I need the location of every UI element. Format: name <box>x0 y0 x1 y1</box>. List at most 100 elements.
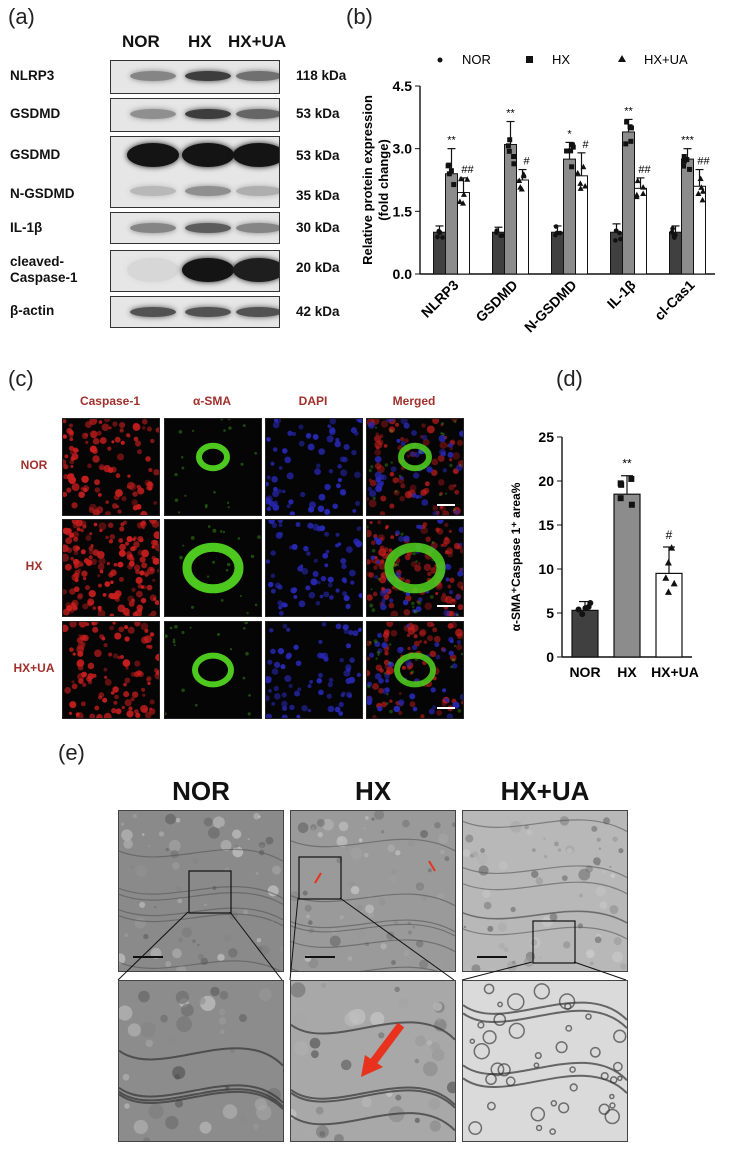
signal-dot <box>388 643 392 646</box>
signal-dot <box>68 476 77 485</box>
signal-dot <box>369 479 377 487</box>
texture-dot <box>172 1066 186 1080</box>
nucleus-dot <box>421 434 428 441</box>
signal-dot <box>220 598 224 602</box>
signal-dot <box>374 426 378 429</box>
kda-label: 30 kDa <box>296 220 340 235</box>
em-image-zoom <box>462 980 628 1142</box>
signal-dot <box>457 708 462 713</box>
nucleus-dot <box>274 693 281 700</box>
membrane-line <box>119 960 282 971</box>
signal-dot <box>379 434 384 439</box>
signal-dot <box>126 481 135 490</box>
signal-dot <box>398 691 402 695</box>
nucleus-dot <box>343 579 347 584</box>
data-point <box>670 579 678 587</box>
if-image-content <box>367 622 463 718</box>
signal-dot <box>92 455 100 463</box>
nucleus-dot <box>317 672 323 678</box>
signal-dot <box>457 604 463 611</box>
signal-dot <box>432 627 438 633</box>
significance-mark: ** <box>624 105 633 117</box>
signal-dot <box>117 561 124 568</box>
signal-dot <box>440 423 444 427</box>
nucleus-dot <box>298 440 305 447</box>
texture-dot <box>415 882 425 891</box>
signal-dot <box>404 491 413 499</box>
signal-dot <box>142 707 148 714</box>
nucleus-dot <box>384 588 390 593</box>
signal-dot <box>76 645 85 654</box>
signal-dot <box>379 575 387 584</box>
texture-dot <box>483 983 495 995</box>
significance-mark: # <box>666 528 673 542</box>
texture-dot <box>498 861 508 871</box>
nucleus-dot <box>273 685 279 692</box>
signal-dot <box>389 709 393 714</box>
signal-dot <box>432 505 438 511</box>
signal-dot <box>388 661 392 665</box>
data-point <box>446 162 452 168</box>
bar <box>492 231 505 275</box>
signal-dot <box>153 469 159 476</box>
signal-dot <box>379 511 386 515</box>
connector-line <box>573 961 627 981</box>
signal-dot <box>99 634 105 640</box>
texture-dot <box>134 917 146 929</box>
blot-row-label: N-GSDMD <box>10 186 75 201</box>
signal-dot <box>156 568 159 573</box>
data-point <box>582 183 589 189</box>
band <box>233 143 279 167</box>
significance-mark: # <box>582 139 589 151</box>
signal-dot <box>372 683 380 690</box>
texture-dot <box>487 925 494 932</box>
nucleus-dot <box>266 437 271 442</box>
texture-dot <box>493 935 497 939</box>
nucleus-dot <box>285 653 292 660</box>
signal-dot <box>449 577 455 583</box>
nucleus-dot <box>309 680 313 684</box>
nucleus-dot <box>326 693 332 699</box>
texture-dot <box>204 903 207 907</box>
nucleus-dot <box>342 456 348 463</box>
nucleus-dot <box>300 491 306 498</box>
texture-dot <box>601 869 607 875</box>
nucleus-dot <box>356 526 362 531</box>
texture-dot <box>374 811 385 820</box>
signal-dot <box>400 532 404 536</box>
signal-dot <box>71 483 80 491</box>
texture-dot <box>391 960 396 965</box>
em-texture <box>119 812 283 971</box>
nucleus-dot <box>281 692 287 698</box>
texture-dot <box>380 943 387 950</box>
signal-dot <box>104 678 112 686</box>
texture-dot <box>304 904 312 912</box>
membrane-line <box>463 865 627 879</box>
bar <box>622 131 635 275</box>
texture-dot <box>510 906 516 913</box>
texture-dot <box>192 857 199 865</box>
signal-dot <box>140 622 149 631</box>
signal-dot <box>448 529 452 533</box>
y-tick-label: 5 <box>546 605 554 621</box>
texture-dot <box>139 901 146 908</box>
band <box>130 307 176 317</box>
kda-label: 35 kDa <box>296 188 340 203</box>
texture-dot <box>505 1076 516 1087</box>
nucleus-dot <box>457 570 463 577</box>
signal-dot <box>190 535 195 540</box>
nucleus-dot <box>266 713 273 718</box>
signal-dot <box>76 527 81 532</box>
texture-dot <box>297 822 309 833</box>
signal-dot <box>414 657 419 661</box>
data-point <box>436 228 442 234</box>
y-axis-label: Relative protein expression <box>360 95 375 265</box>
texture-dot <box>243 909 249 915</box>
texture-dot <box>554 841 559 847</box>
texture-dot <box>579 893 583 898</box>
band <box>130 223 176 233</box>
texture-dot <box>535 1124 543 1132</box>
signal-dot <box>113 494 120 501</box>
signal-dot <box>154 600 159 606</box>
signal-dot <box>98 583 102 588</box>
